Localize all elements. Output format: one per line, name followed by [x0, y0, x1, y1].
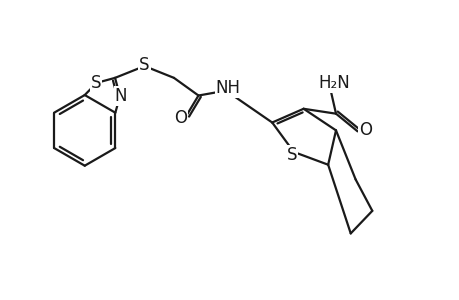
Text: H₂N: H₂N: [318, 74, 349, 92]
Text: S: S: [90, 74, 101, 92]
Text: S: S: [286, 146, 297, 164]
Text: O: O: [358, 122, 371, 140]
Text: S: S: [139, 56, 150, 74]
Text: NH: NH: [215, 79, 240, 97]
Text: N: N: [114, 87, 127, 105]
Text: O: O: [174, 109, 187, 127]
